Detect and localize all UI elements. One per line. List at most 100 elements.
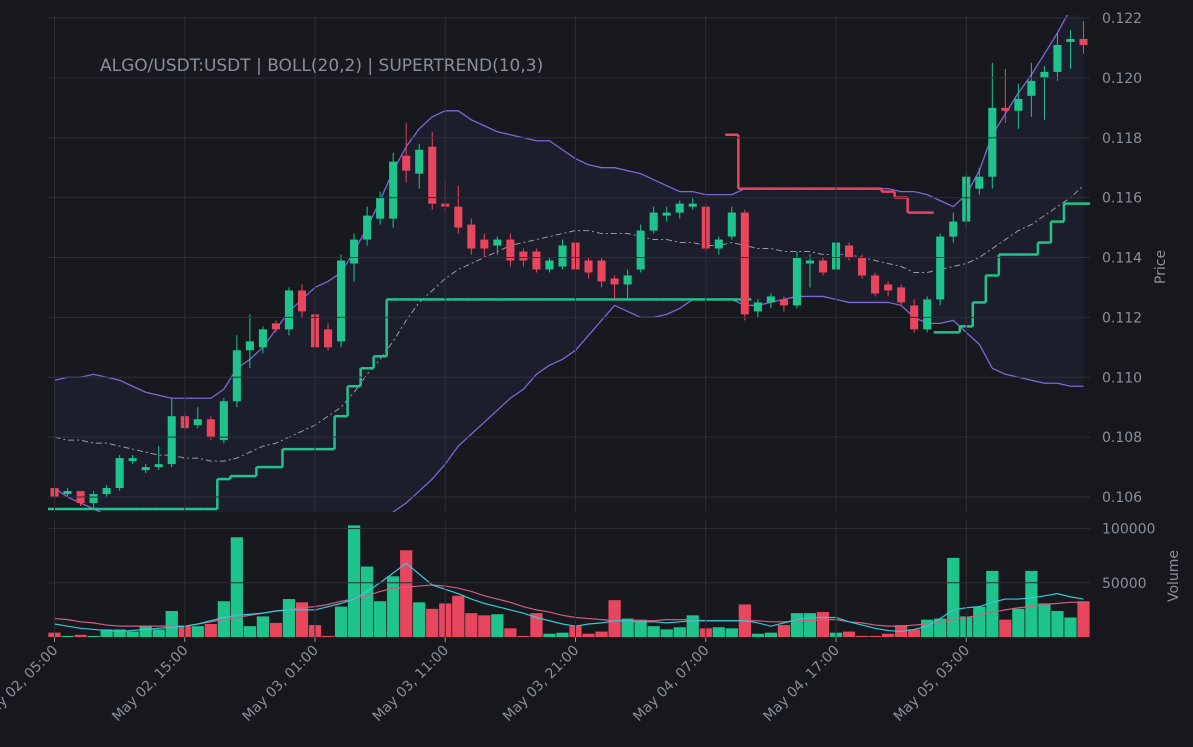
candle-body <box>897 287 906 303</box>
candle-body <box>115 458 124 489</box>
candle-body <box>467 224 476 249</box>
candle-body <box>128 458 137 462</box>
candle-body <box>936 236 945 300</box>
candle-body <box>636 230 645 270</box>
volume-bar <box>465 613 478 637</box>
volume-tick-label: 50000 <box>1102 576 1147 592</box>
candle-body <box>89 494 98 504</box>
candle-body <box>63 491 72 495</box>
volume-panel <box>48 521 1090 637</box>
candle-body <box>1001 107 1010 111</box>
candle-body <box>350 239 359 264</box>
volume-bar <box>881 633 895 637</box>
y-tick-label: 0.106 <box>1102 490 1142 506</box>
y-axis-label: Price <box>1153 250 1169 284</box>
y-tick-label: 0.108 <box>1102 430 1142 446</box>
volume-bar <box>934 618 947 637</box>
candle-body <box>949 221 958 237</box>
volume-bar <box>452 595 465 637</box>
x-tick-label: May 02, 15:00 <box>109 643 191 725</box>
volume-bar <box>478 615 491 637</box>
candle-body <box>258 329 267 348</box>
candle-body <box>193 419 202 426</box>
volume-bar <box>491 614 504 637</box>
y-tick-label: 0.112 <box>1102 310 1142 326</box>
candle-body <box>297 290 307 312</box>
candle-body <box>323 329 333 348</box>
volume-bar <box>295 602 309 637</box>
volume-bar <box>634 619 647 637</box>
volume-bar <box>621 618 634 637</box>
candle-body <box>245 341 254 351</box>
volume-tick-label: 100000 <box>1102 522 1155 538</box>
volume-bar <box>608 600 621 637</box>
volume-bar <box>360 566 374 637</box>
volume-bar <box>413 602 426 637</box>
volume-bar <box>387 576 400 637</box>
candle-body <box>454 206 463 228</box>
candle-body <box>884 284 893 291</box>
volume-bar <box>595 631 608 637</box>
y-tick-label: 0.118 <box>1102 131 1142 147</box>
volume-bar <box>868 635 882 637</box>
candle-body <box>792 257 801 306</box>
candle-body <box>389 161 398 219</box>
candle-body <box>1066 38 1075 42</box>
chart-title: ALGO/USDT:USDT | BOLL(20,2) | SUPERTREND… <box>100 56 543 76</box>
volume-bar <box>1012 608 1025 637</box>
volume-bar <box>1038 603 1051 637</box>
volume-bar <box>426 608 439 637</box>
candle-body <box>519 251 528 261</box>
volume-bar <box>204 623 217 637</box>
volume-bar <box>282 599 296 637</box>
candle-body <box>649 212 658 231</box>
volume-bar <box>1077 601 1090 637</box>
volume-bar <box>816 612 830 637</box>
candle-body <box>727 212 736 237</box>
volume-bar <box>100 629 113 637</box>
volume-bar <box>243 626 257 637</box>
candle-body <box>219 401 228 441</box>
x-tick-label: May 03, 21:00 <box>500 643 582 725</box>
volume-plot <box>48 525 1090 637</box>
volume-bar <box>803 613 817 637</box>
x-tick-label: May 04, 07:00 <box>630 643 712 725</box>
volume-bar <box>751 633 764 637</box>
candle-body <box>1014 98 1023 111</box>
volume-bar <box>74 634 87 637</box>
volume-bar <box>712 627 725 637</box>
volume-bar <box>660 629 673 637</box>
candle-body <box>1053 44 1062 72</box>
candle-body <box>975 176 984 189</box>
candle-body <box>753 302 762 312</box>
volume-bar <box>230 537 243 637</box>
volume-axis-label: Volume <box>1166 550 1182 602</box>
candle-body <box>871 275 880 294</box>
volume-bar <box>517 635 530 637</box>
y-tick-label: 0.120 <box>1102 71 1142 87</box>
volume-bar <box>334 606 348 637</box>
candle-body <box>506 239 515 261</box>
bollinger-upper <box>54 15 1068 399</box>
volume-bar <box>139 626 152 637</box>
candle-body <box>923 299 932 330</box>
candle-body <box>480 239 489 249</box>
candle-body <box>545 260 554 270</box>
candle-body <box>858 257 867 276</box>
candle-body <box>337 260 346 342</box>
volume-bar <box>777 625 791 637</box>
candle-body <box>206 419 215 438</box>
volume-bar <box>191 626 204 637</box>
candle-body <box>167 416 176 465</box>
candle-body <box>584 260 593 273</box>
y-tick-label: 0.116 <box>1102 191 1142 207</box>
bollinger-fill <box>54 15 1084 512</box>
volume-bar <box>530 613 543 637</box>
volume-bar <box>973 606 986 637</box>
volume-bar <box>790 613 804 637</box>
candle-body <box>141 467 150 471</box>
volume-bar <box>347 525 361 637</box>
candle-body <box>493 239 502 246</box>
volume-bar <box>999 619 1012 637</box>
